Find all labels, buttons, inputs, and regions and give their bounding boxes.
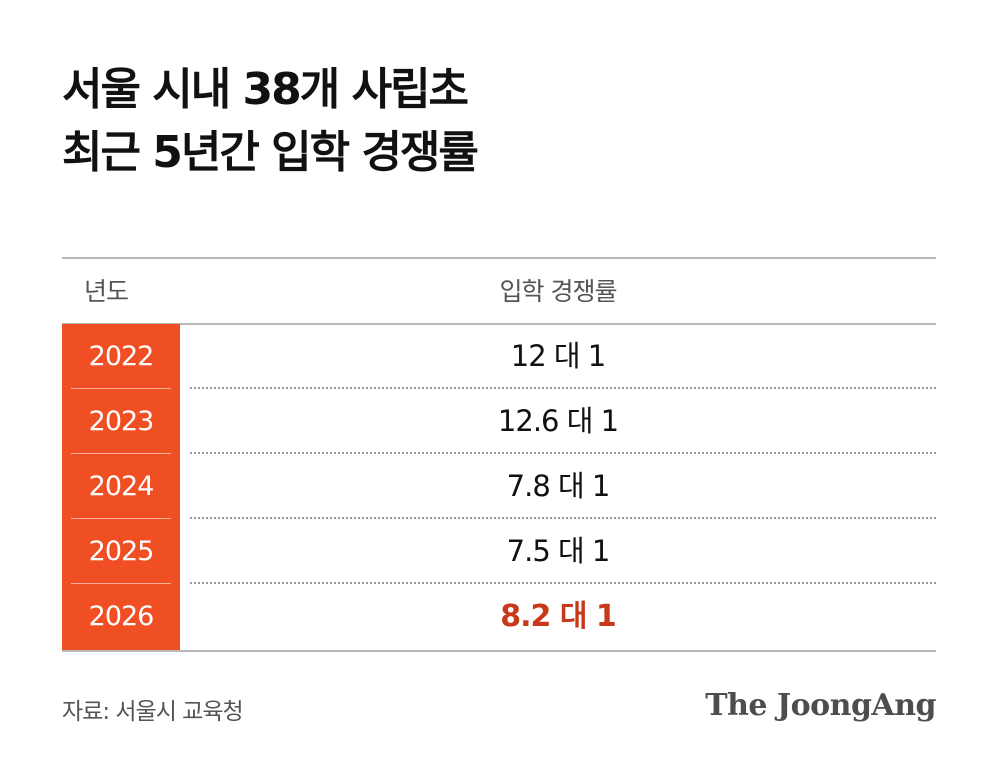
year-cell: 2024	[88, 471, 155, 502]
table-row: 2026 8.2 대 1	[62, 584, 936, 649]
year-cell: 2022	[88, 341, 155, 372]
rate-cell: 12 대 1	[510, 339, 606, 373]
chart-title: 서울 시내 38개 사립초 최근 5년간 입학 경쟁률	[62, 58, 479, 184]
year-cell: 2023	[88, 406, 155, 437]
year-row-divider	[71, 453, 171, 454]
rate-row-divider	[190, 387, 936, 389]
publisher-logo: The JoongAng	[705, 688, 936, 723]
rate-row-divider	[190, 452, 936, 454]
year-cell: 2025	[88, 536, 155, 567]
column-header-rate: 입학 경쟁률	[499, 277, 618, 306]
year-row-divider	[71, 518, 171, 519]
rate-cell: 7.8 대 1	[506, 469, 611, 503]
table-row: 2024 7.8 대 1	[62, 454, 936, 519]
year-cell: 2026	[88, 601, 155, 632]
year-row-divider	[71, 583, 171, 584]
chart-title-line-2: 최근 5년간 입학 경쟁률	[62, 127, 479, 178]
table-row: 2025 7.5 대 1	[62, 519, 936, 584]
rate-cell: 7.5 대 1	[506, 534, 611, 568]
rate-cell-highlighted: 8.2 대 1	[500, 599, 617, 634]
rate-row-divider	[190, 582, 936, 584]
table-top-rule	[62, 257, 936, 259]
rate-cell: 12.6 대 1	[497, 404, 619, 438]
table-row: 2022 12 대 1	[62, 324, 936, 389]
year-column-background	[62, 324, 180, 650]
table-row: 2023 12.6 대 1	[62, 389, 936, 454]
table-header-rule	[62, 323, 936, 325]
chart-title-line-1: 서울 시내 38개 사립초	[62, 64, 469, 115]
source-note: 자료: 서울시 교육청	[62, 699, 244, 725]
table-bottom-rule	[62, 650, 936, 652]
column-header-year: 년도	[84, 277, 129, 306]
rate-row-divider	[190, 517, 936, 519]
year-row-divider	[71, 388, 171, 389]
